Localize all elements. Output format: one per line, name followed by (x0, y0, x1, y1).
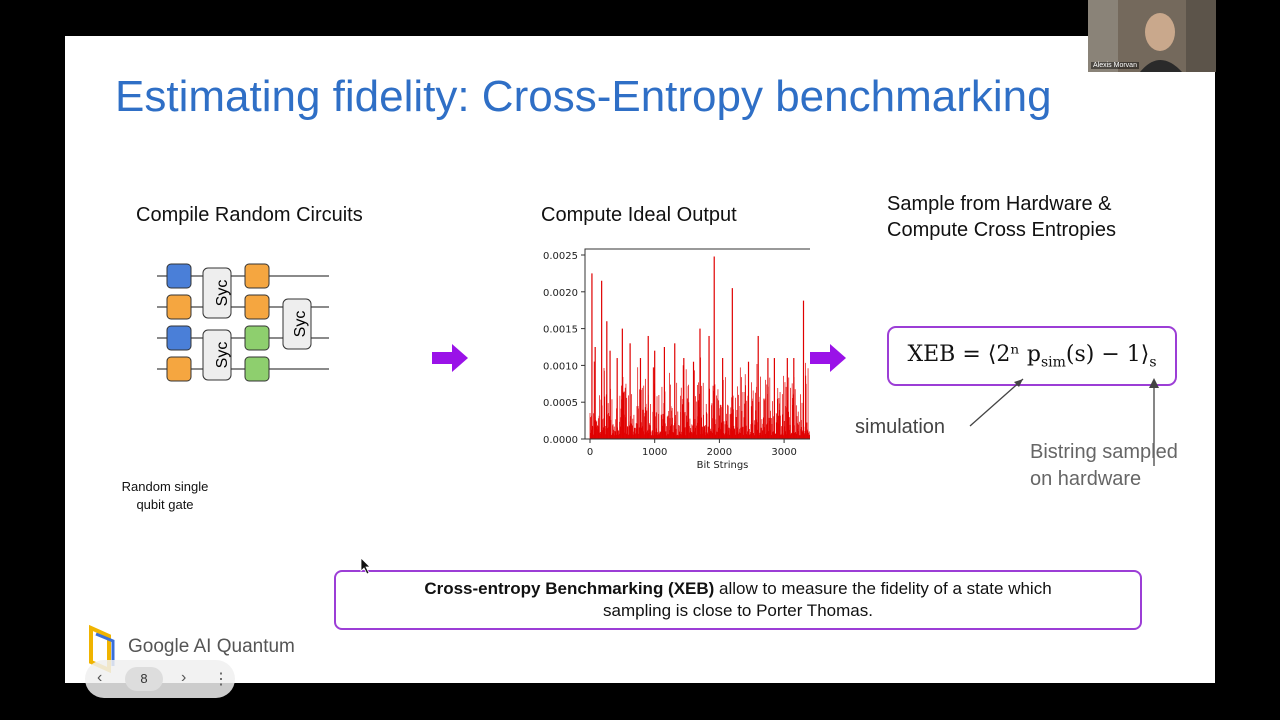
xeb-callout: Cross-entropy Benchmarking (XEB) allow t… (334, 570, 1142, 630)
y-tick-label: 0.0015 (543, 325, 578, 336)
syc-label: Syc (214, 280, 231, 307)
annotation-arrows (969, 378, 1024, 427)
single-qubit-gate (166, 263, 192, 289)
single-qubit-gate (244, 325, 270, 351)
sample-heading: Sample from Hardware & Compute Cross Ent… (887, 191, 1187, 243)
xeb-formula-box: XEB = ⟨2ⁿ psim(s) − 1⟩s (887, 326, 1177, 386)
arrowhead-icon (1014, 379, 1023, 387)
syc-gate (202, 267, 232, 319)
y-tick-label: 0.0000 (543, 435, 578, 446)
prev-slide-icon[interactable]: ‹ (97, 669, 103, 686)
callout-line1: Cross-entropy Benchmarking (XEB) allow t… (424, 578, 1051, 600)
compile-heading: Compile Random Circuits (136, 204, 363, 226)
x-tick-label: 3000 (771, 447, 796, 458)
y-tick-label: 0.0020 (543, 288, 578, 299)
xeb-formula-sub: sim (1040, 354, 1066, 371)
ideal-output-chart: 0.0000 0.0005 0.0010 0.0015 0.0020 0.0025 0 100… (543, 248, 810, 471)
arrow-right-icon (810, 344, 846, 372)
more-options-icon[interactable]: ⋮ (213, 671, 229, 688)
random-gate-line1: Random single (121, 479, 209, 494)
arrowhead-icon (1149, 378, 1159, 388)
single-qubit-gate (244, 294, 270, 320)
xeb-formula: XEB = ⟨2ⁿ psim(s) − 1⟩s (907, 342, 1156, 370)
x-axis-label: Bit Strings (697, 460, 749, 471)
callout-bold: Cross-entropy Benchmarking (XEB) (424, 579, 715, 598)
single-qubit-gate (166, 294, 192, 320)
syc-gate (202, 329, 232, 381)
xeb-formula-rest: (s) − 1⟩ (1065, 341, 1150, 367)
slide-nav-bar: ‹ 8 › ⋮ (85, 660, 235, 698)
single-qubit-gate (244, 356, 270, 382)
random-gate-line2: qubit gate (136, 497, 194, 512)
xeb-formula-sub2: s (1149, 354, 1157, 371)
single-qubit-gate (244, 263, 270, 289)
y-tick-label: 0.0005 (543, 398, 578, 409)
callout-line2: sampling is close to Porter Thomas. (603, 601, 873, 620)
random-circuit-diagram: Syc Syc Syc (157, 263, 329, 382)
single-qubit-gate (166, 325, 192, 351)
y-tick-label: 0.0010 (543, 361, 578, 372)
bitstring-label-line1: Bistring sampled (1030, 441, 1178, 463)
slide-title: Estimating fidelity: Cross-Entropy bench… (115, 72, 1052, 121)
syc-gate (282, 298, 312, 350)
syc-label: Syc (214, 342, 231, 369)
compute-heading: Compute Ideal Output (541, 204, 737, 226)
callout-rest: allow to measure the fidelity of a state… (714, 579, 1052, 598)
next-slide-icon[interactable]: › (181, 669, 187, 686)
x-tick-label: 1000 (642, 447, 667, 458)
chart-frame (584, 248, 810, 440)
bitstring-label: Bistring sampled on hardware (1030, 439, 1178, 493)
simulation-arrow (969, 378, 1024, 427)
participant-name: Alexis Morvan (1091, 62, 1139, 69)
webcam-person-image (1088, 0, 1216, 72)
bitstring-arrow (1149, 378, 1159, 466)
single-qubit-gate (166, 356, 192, 382)
xeb-formula-main: XEB = ⟨2ⁿ p (907, 341, 1041, 367)
sample-heading-line2: Compute Cross Entropies (887, 219, 1116, 241)
page-number[interactable]: 8 (125, 667, 163, 691)
webcam-thumbnail: Alexis Morvan (1088, 0, 1216, 72)
slide: Estimating fidelity: Cross-Entropy bench… (65, 36, 1215, 683)
y-tick-label: 0.0025 (543, 251, 578, 262)
logo-text: Google AI Quantum (128, 636, 295, 657)
x-tick-label: 2000 (707, 447, 732, 458)
simulation-label: simulation (855, 416, 946, 438)
syc-label: Syc (292, 311, 309, 338)
sample-heading-line1: Sample from Hardware & (887, 193, 1112, 215)
bitstring-label-line2: on hardware (1030, 468, 1142, 490)
x-tick-label: 0 (587, 447, 593, 458)
arrow-right-icon (432, 344, 468, 372)
mouse-cursor-icon (360, 557, 371, 575)
random-gate-caption: Random single qubit gate (105, 478, 225, 514)
